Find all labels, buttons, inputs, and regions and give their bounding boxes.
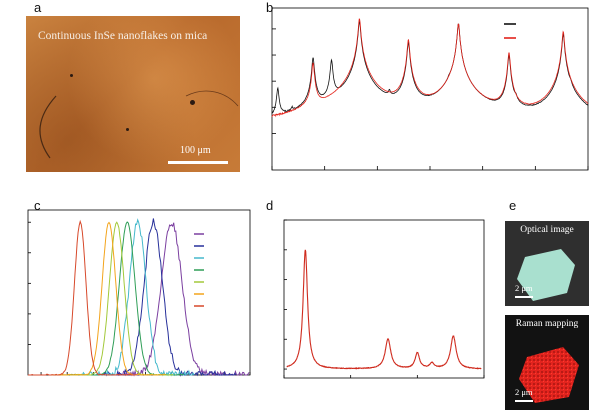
optical-image: Optical image 2 μm [505, 221, 589, 306]
optical-image-title: Optical image [520, 225, 574, 235]
raman-chart [283, 219, 485, 379]
scratch-line [39, 90, 239, 159]
micrograph-caption: Continuous InSe nanoflakes on mica [38, 30, 208, 42]
scale-bar [515, 296, 533, 298]
pl-series-line [59, 221, 174, 376]
scale-bar-label: 2 μm [515, 283, 533, 293]
micrograph-insel-nanoflakes: Continuous InSe nanoflakes on mica 100 μ… [26, 16, 240, 172]
raman-map-title: Raman mapping [515, 319, 579, 329]
pl-series-line [114, 222, 250, 377]
pl-series-line [51, 221, 166, 376]
scale-bar-label: 2 μm [515, 387, 533, 397]
scale-bar-label: 100 μm [180, 145, 211, 156]
plot-frame [271, 7, 589, 171]
raman-map-flake [519, 347, 579, 403]
panel-label-b: b [266, 0, 274, 15]
scale-bar [515, 400, 533, 402]
defect-spot [70, 74, 73, 77]
defect-spot [126, 128, 129, 131]
raman-series-line [286, 249, 482, 370]
pl-chart [27, 209, 251, 377]
pl-series-line [80, 218, 195, 377]
flake-shape [517, 249, 575, 301]
raman-map-image: Raman mapping 2 μm [505, 315, 589, 410]
series-line-insel-on-mica [271, 21, 589, 114]
defect-spot [190, 100, 195, 105]
series-line-mica [271, 18, 589, 118]
plot-frame [283, 219, 485, 379]
pl-series-line [28, 219, 137, 376]
xrd-chart [271, 7, 589, 171]
panel-label-a: a [34, 0, 42, 15]
panel-label-c: c [34, 198, 41, 213]
scale-bar [168, 161, 228, 164]
panel-label-d: d [266, 198, 274, 213]
plot-frame [27, 209, 251, 376]
panel-label-e: e [509, 198, 517, 213]
